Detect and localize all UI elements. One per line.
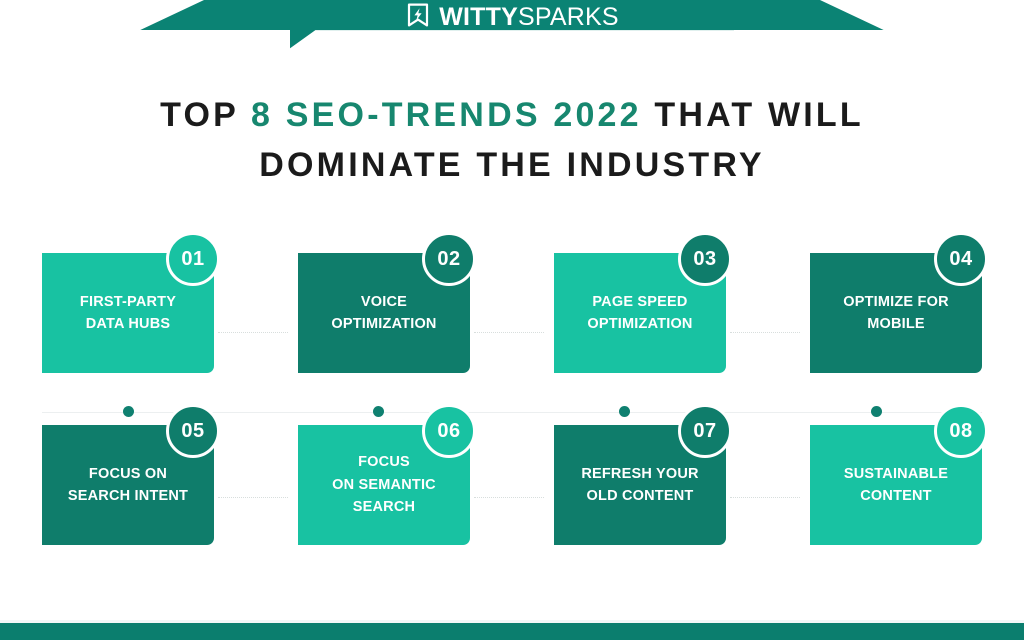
trend-badge-number: 04 — [949, 248, 973, 270]
trend-card-label: PAGE SPEED OPTIMIZATION — [587, 293, 693, 332]
trend-badge-number: 06 — [437, 420, 461, 442]
trend-badge-01: 01 — [166, 232, 220, 286]
card-connector-dotted — [730, 497, 800, 498]
header-banner — [0, 0, 1024, 58]
trend-cell: REFRESH YOUR OLD CONTENT 07 — [512, 397, 800, 562]
brand-name-bold: WITTY — [439, 2, 518, 31]
row-divider-dot — [373, 406, 384, 417]
row-divider-dot — [619, 406, 630, 417]
trend-card-05[interactable]: FOCUS ON SEARCH INTENT — [42, 425, 214, 545]
title-line-2: DOMINATE THE INDUSTRY — [259, 146, 765, 185]
trend-badge-08: 08 — [934, 404, 988, 458]
trend-badge-06: 06 — [422, 404, 476, 458]
row-divider-line — [42, 412, 982, 413]
trend-badge-number: 05 — [181, 420, 205, 442]
card-connector-dotted — [218, 497, 288, 498]
title-line-1: TOP 8 SEO-TRENDS 2022 THAT WILL — [0, 90, 1024, 140]
trend-cell: FOCUS ON SEMANTIC SEARCH 06 — [256, 397, 544, 562]
trend-cell: OPTIMIZE FOR MOBILE 04 — [768, 225, 1024, 397]
trend-cell: VOICE OPTIMIZATION 02 — [256, 225, 544, 397]
row-divider-dot — [871, 406, 882, 417]
title-line-1-prefix: TOP — [160, 96, 252, 134]
card-connector-dotted — [218, 332, 288, 333]
trend-badge-number: 03 — [693, 248, 717, 270]
bottom-hairline — [0, 620, 1024, 623]
page-title: TOP 8 SEO-TRENDS 2022 THAT WILL DOMINATE… — [0, 90, 1024, 191]
trend-badge-number: 02 — [437, 248, 461, 270]
trend-badge-03: 03 — [678, 232, 732, 286]
trend-card-label: SUSTAINABLE CONTENT — [843, 465, 949, 504]
title-line-1-accent: 8 SEO-TRENDS 2022 — [251, 96, 642, 134]
card-connector-dotted — [474, 332, 544, 333]
trend-badge-07: 07 — [678, 404, 732, 458]
trend-card-label: FOCUS ON SEARCH INTENT — [67, 465, 189, 504]
trend-card-label: OPTIMIZE FOR MOBILE — [843, 293, 949, 332]
trend-cell: PAGE SPEED OPTIMIZATION 03 — [512, 225, 800, 397]
trend-badge-02: 02 — [422, 232, 476, 286]
trend-card-label: REFRESH YOUR OLD CONTENT — [581, 465, 699, 504]
bottom-bar — [0, 623, 1024, 640]
card-connector-dotted — [730, 332, 800, 333]
trends-row-bottom: FOCUS ON SEARCH INTENT 05 FOCUS ON SEMAN… — [0, 397, 1024, 562]
trend-cell: FOCUS ON SEARCH INTENT 05 — [0, 397, 288, 562]
trends-row-top: FIRST-PARTY DATA HUBS 01 VOICE OPTIMIZAT… — [0, 225, 1024, 397]
trend-card-04[interactable]: OPTIMIZE FOR MOBILE — [810, 253, 982, 373]
row-divider-dot — [123, 406, 134, 417]
trend-badge-number: 01 — [181, 248, 205, 270]
card-connector-dotted — [474, 497, 544, 498]
brand-name-light: SPARKS — [517, 2, 619, 31]
trend-card-label: FIRST-PARTY DATA HUBS — [79, 293, 177, 332]
banner-lower-left-mask — [0, 30, 290, 58]
trend-badge-04: 04 — [934, 232, 988, 286]
bookmark-bolt-logo-icon — [405, 2, 431, 33]
brand-name: WITTYSPARKS — [439, 2, 619, 31]
trend-badge-number: 08 — [949, 420, 973, 442]
trend-badge-05: 05 — [166, 404, 220, 458]
trend-card-label: FOCUS ON SEMANTIC SEARCH — [332, 454, 436, 516]
trend-card-02[interactable]: VOICE OPTIMIZATION — [298, 253, 470, 373]
trend-cell: SUSTAINABLE CONTENT 08 — [768, 397, 1024, 562]
trends-grid: FIRST-PARTY DATA HUBS 01 VOICE OPTIMIZAT… — [0, 225, 1024, 562]
trend-badge-number: 07 — [693, 420, 717, 442]
banner-lower-right-mask — [734, 30, 1024, 58]
trend-cell: FIRST-PARTY DATA HUBS 01 — [0, 225, 288, 397]
trend-card-label: VOICE OPTIMIZATION — [331, 293, 437, 332]
brand-logo[interactable]: WITTYSPARKS — [0, 0, 1024, 34]
title-line-1-suffix: THAT WILL — [641, 96, 864, 134]
